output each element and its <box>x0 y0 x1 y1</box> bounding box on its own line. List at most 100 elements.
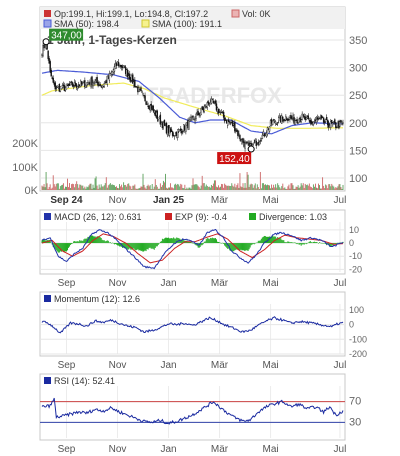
volume-bar <box>172 187 174 190</box>
divergence-bar <box>163 238 165 244</box>
volume-bar <box>331 183 333 190</box>
volume-bar <box>205 184 207 190</box>
volume-bar <box>270 188 272 190</box>
volume-bar <box>60 185 62 190</box>
volume-bar <box>128 183 130 190</box>
volume-bar <box>178 184 180 190</box>
volume-bar <box>84 186 86 190</box>
price-y-tick: 200 <box>349 118 367 130</box>
volume-bar <box>74 187 76 190</box>
divergence-bar <box>250 243 252 246</box>
macd-x-axis: Sep Nov Jan Mär Mai Jul <box>58 278 347 289</box>
divergence-bar <box>218 241 220 244</box>
divergence-bar <box>109 242 111 244</box>
candle-body <box>281 115 283 124</box>
candle-body <box>146 103 148 105</box>
volume-bar <box>233 186 235 190</box>
divergence-bar <box>242 243 244 250</box>
divergence-bar <box>160 241 162 244</box>
divergence-bar <box>257 240 259 244</box>
volume-bar <box>124 185 126 190</box>
divergence-bar <box>113 243 115 245</box>
divergence-bar <box>251 243 253 245</box>
x-tick: Jul <box>334 278 347 289</box>
candle-body <box>61 85 64 88</box>
volume-bar <box>134 184 136 190</box>
sma50-legend: SMA (50): 198.4 <box>54 19 119 29</box>
candle-body <box>336 126 338 128</box>
momentum-panel: Momentum (12): 12.6 -200 -100 0 100 Sep Nov J… <box>39 291 367 371</box>
volume-bar <box>265 184 266 190</box>
candle-body <box>227 119 229 126</box>
volume-bar <box>243 187 245 190</box>
candle-body <box>69 82 72 86</box>
divergence-bar <box>148 243 150 248</box>
volume-bar <box>121 184 123 190</box>
volume-bar <box>97 188 99 190</box>
divergence-bar <box>187 241 189 244</box>
volume-bar <box>333 186 335 190</box>
momentum-x-axis: Sep Nov Jan Mär Mai Jul <box>58 360 347 371</box>
divergence-bar <box>59 243 61 252</box>
volume-bar <box>80 184 82 190</box>
volume-y-tick: 100K <box>12 162 38 174</box>
divergence-bar <box>156 243 158 247</box>
volume-bar <box>226 185 228 190</box>
x-tick: Jul <box>334 360 347 371</box>
divergence-bar <box>227 243 229 249</box>
candle-body <box>321 116 324 118</box>
divergence-bar <box>97 236 99 244</box>
volume-bar <box>170 183 172 190</box>
divergence-bar <box>309 241 311 244</box>
divergence-bar <box>98 236 100 244</box>
divergence-bar <box>262 236 264 244</box>
volume-bar <box>339 183 341 190</box>
divergence-bar <box>71 243 73 245</box>
volume-bar <box>138 188 140 190</box>
divergence-bar <box>141 243 143 251</box>
divergence-bar <box>50 242 52 244</box>
volume-bar <box>239 173 241 190</box>
divergence-bar <box>331 243 333 246</box>
candle-body <box>200 107 202 115</box>
volume-bar <box>209 187 211 190</box>
volume-bar <box>334 188 336 190</box>
price-y-tick: 150 <box>349 145 367 157</box>
divergence-bar <box>258 240 260 244</box>
divergence-bar <box>145 243 147 252</box>
min-point <box>247 145 255 153</box>
candle-body <box>70 81 73 83</box>
divergence-bar <box>303 243 305 245</box>
volume-bar <box>219 187 220 190</box>
momentum-legend-swatch <box>44 295 51 302</box>
volume-bar <box>57 183 59 190</box>
candle-body <box>246 142 248 144</box>
divergence-bar <box>74 241 76 244</box>
volume-bar <box>72 183 74 190</box>
candle-body <box>71 82 74 87</box>
divergence-bar <box>168 237 170 244</box>
divergence-bar <box>236 243 238 250</box>
sma50-line <box>41 69 343 135</box>
candle-body <box>261 134 264 139</box>
divergence-bar <box>202 243 204 245</box>
divergence-bar <box>61 243 63 251</box>
x-tick: Nov <box>109 360 127 371</box>
candle-body <box>173 135 176 137</box>
candle-body <box>256 143 258 145</box>
divergence-bar <box>312 241 314 244</box>
max-marker: 347,00 <box>42 28 84 46</box>
candle-body <box>134 79 136 88</box>
volume-bar <box>269 185 270 190</box>
volume-bar <box>44 187 46 190</box>
divergence-bar <box>161 238 163 244</box>
momentum-legend: Momentum (12): 12.6 <box>54 294 140 304</box>
candle-body <box>307 115 310 120</box>
volume-bar <box>129 185 131 190</box>
candle-body <box>326 119 329 126</box>
divergence-bar <box>282 240 284 244</box>
candle-body <box>223 117 226 122</box>
candle-body <box>170 129 173 132</box>
divergence-legend-swatch <box>249 213 256 220</box>
volume-bar <box>45 172 47 190</box>
